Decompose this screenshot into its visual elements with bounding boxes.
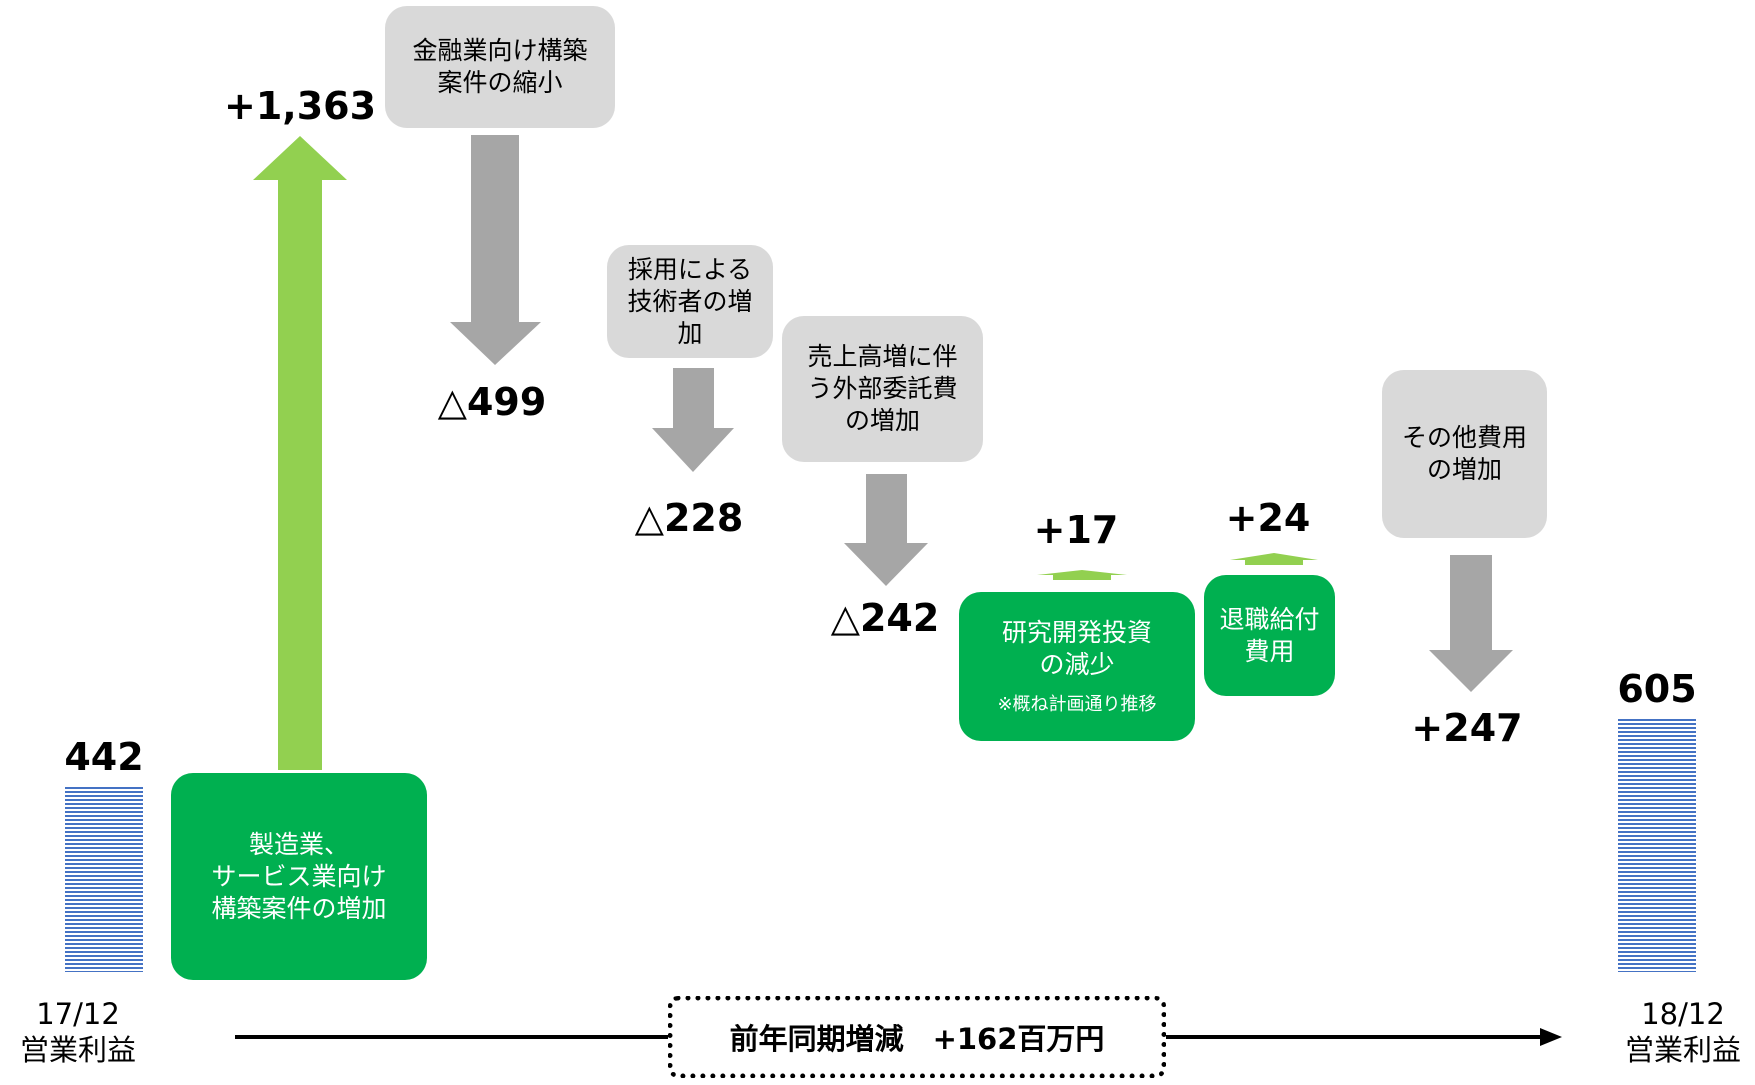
end-axis-label-line: 18/12 <box>1641 997 1725 1031</box>
step-box-note: ※概ね計画通り推移 <box>997 693 1157 715</box>
step-box-label: 研究開発投資 の減少 <box>1002 617 1152 681</box>
end-value-label: 605 <box>1617 666 1697 711</box>
end-axis-label-line: 営業利益 <box>1624 1033 1742 1067</box>
step-value-rnd: +17 <box>1033 508 1119 552</box>
step-value-hiring: △228 <box>634 496 744 540</box>
step-box-hiring: 採用による 技術者の増加 <box>607 245 773 358</box>
end-axis-label: 18/12 営業利益 <box>1625 996 1741 1068</box>
label-line: サービス業向け <box>211 861 387 891</box>
step-arrow-retirement <box>1230 553 1318 565</box>
step-arrow-hiring <box>652 368 734 472</box>
end-bar <box>1618 718 1696 972</box>
label-line: 加 <box>677 318 703 348</box>
step-value-outsourcing: △242 <box>830 596 940 640</box>
step-box-retirement: 退職給付 費用 <box>1204 575 1335 696</box>
label-line: 売上高増に伴 <box>807 342 958 371</box>
step-box-label: 退職給付 費用 <box>1219 604 1319 668</box>
step-box-other: その他費用 の増加 <box>1382 370 1547 538</box>
step-arrow-outsourcing <box>844 474 928 586</box>
step-value-other: +247 <box>1411 706 1523 750</box>
start-value-label: 442 <box>64 735 144 779</box>
step-box-rnd: 研究開発投資 の減少 ※概ね計画通り推移 <box>959 592 1195 741</box>
step-arrow-manufacturing <box>253 136 347 770</box>
step-value-finance: △499 <box>437 380 547 424</box>
label-line: 研究開発投資 <box>1001 617 1152 647</box>
start-axis-label: 17/12 営業利益 <box>20 996 136 1068</box>
label-line: 費用 <box>1244 636 1295 666</box>
step-value-retirement: +24 <box>1225 496 1311 540</box>
label-line: の減少 <box>1039 649 1115 679</box>
label-line: の増加 <box>1426 455 1502 484</box>
step-arrow-rnd <box>1037 570 1127 580</box>
step-box-label: 製造業、 サービス業向け 構築案件の増加 <box>211 829 386 925</box>
start-axis-label-line: 営業利益 <box>19 1033 137 1067</box>
summary-box: 前年同期増減 +162百万円 <box>668 996 1166 1078</box>
label-line: 案件の縮小 <box>437 68 563 97</box>
label-line: 製造業、 <box>248 829 349 859</box>
step-arrow-finance <box>450 135 541 365</box>
label-line: の増加 <box>844 406 920 435</box>
label-line: 構築案件の増加 <box>211 893 387 923</box>
step-box-label: その他費用 の増加 <box>1402 422 1527 486</box>
start-axis-label-line: 17/12 <box>36 997 120 1031</box>
label-line: 金融業向け構築 <box>412 36 588 65</box>
step-box-outsourcing: 売上高増に伴 う外部委託費 の増加 <box>782 316 983 462</box>
step-box-manufacturing: 製造業、 サービス業向け 構築案件の増加 <box>171 773 427 980</box>
label-line: 技術者の増 <box>627 286 753 316</box>
step-box-label: 売上高増に伴 う外部委託費 の増加 <box>807 341 957 437</box>
label-line: う外部委託費 <box>807 374 958 403</box>
label-line: その他費用 <box>1401 423 1527 452</box>
step-box-finance: 金融業向け構築 案件の縮小 <box>385 6 615 128</box>
step-box-label: 金融業向け構築 案件の縮小 <box>412 35 587 99</box>
step-box-label: 採用による 技術者の増加 <box>627 254 752 350</box>
step-value-manufacturing: +1,363 <box>223 84 377 128</box>
start-bar <box>65 787 143 972</box>
step-arrow-other <box>1429 555 1513 692</box>
label-line: 退職給付 <box>1219 604 1320 634</box>
label-line: 採用による <box>627 254 753 284</box>
